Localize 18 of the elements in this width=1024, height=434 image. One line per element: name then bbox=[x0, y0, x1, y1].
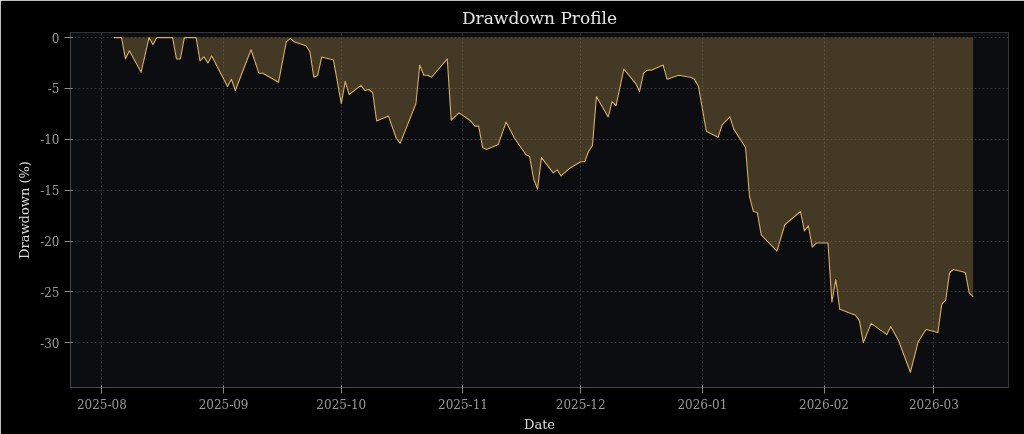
y-tick-label: -10 bbox=[40, 133, 60, 148]
chart-title: Drawdown Profile bbox=[461, 7, 618, 28]
y-tick-label: -20 bbox=[40, 235, 60, 250]
x-tick-label: 2026-02 bbox=[799, 397, 849, 412]
x-tick-label: 2026-03 bbox=[909, 397, 959, 412]
y-tick-label: -25 bbox=[40, 285, 60, 300]
y-tick-label: 0 bbox=[51, 31, 60, 46]
x-tick-label: 2025-09 bbox=[198, 397, 249, 412]
y-tick-label: -5 bbox=[47, 82, 60, 97]
y-axis-title: Drawdown (%) bbox=[17, 161, 33, 259]
y-tick-label: -15 bbox=[40, 184, 60, 199]
y-tick-label: -30 bbox=[40, 336, 60, 351]
x-tick-label: 2025-11 bbox=[438, 397, 488, 412]
x-axis-title: Date bbox=[523, 416, 556, 432]
x-tick-label: 2025-08 bbox=[76, 397, 127, 412]
x-tick-label: 2025-12 bbox=[555, 397, 606, 412]
x-tick-label: 2025-10 bbox=[316, 397, 367, 412]
x-tick-label: 2026-01 bbox=[677, 397, 728, 412]
